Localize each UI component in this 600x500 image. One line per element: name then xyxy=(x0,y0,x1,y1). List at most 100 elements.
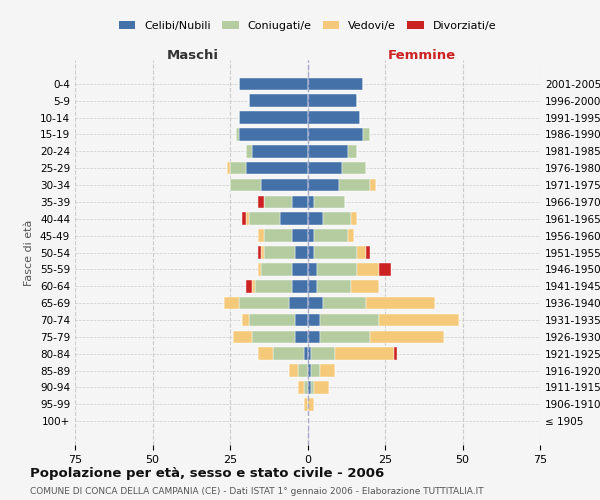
Bar xyxy=(224,297,239,310)
Bar xyxy=(298,364,308,377)
Bar xyxy=(308,398,314,410)
Bar xyxy=(311,348,335,360)
Bar xyxy=(308,111,360,124)
Bar xyxy=(239,297,289,310)
Bar xyxy=(308,78,364,90)
Bar xyxy=(227,162,230,174)
Bar xyxy=(242,212,245,225)
Bar xyxy=(311,364,320,377)
Bar xyxy=(292,280,308,292)
Bar xyxy=(258,246,261,259)
Text: Maschi: Maschi xyxy=(167,49,219,62)
Text: COMUNE DI CONCA DELLA CAMPANIA (CE) - Dati ISTAT 1° gennaio 2006 - Elaborazione : COMUNE DI CONCA DELLA CAMPANIA (CE) - Da… xyxy=(30,488,484,496)
Bar xyxy=(245,145,252,158)
Bar xyxy=(258,263,261,276)
Bar xyxy=(239,128,308,141)
Bar xyxy=(314,246,357,259)
Y-axis label: Fasce di età: Fasce di età xyxy=(25,220,34,286)
Bar xyxy=(252,330,295,343)
Bar xyxy=(274,348,304,360)
Bar xyxy=(367,297,434,310)
Bar xyxy=(264,230,292,242)
Bar xyxy=(317,263,357,276)
Bar xyxy=(308,330,320,343)
Bar xyxy=(317,280,351,292)
Bar xyxy=(261,178,308,192)
Bar xyxy=(338,178,370,192)
Bar xyxy=(261,246,264,259)
Bar xyxy=(314,196,344,208)
Bar xyxy=(308,230,314,242)
Bar xyxy=(289,364,298,377)
Bar xyxy=(341,162,367,174)
Bar xyxy=(233,330,252,343)
Bar xyxy=(308,145,348,158)
Bar xyxy=(255,280,292,292)
Bar xyxy=(351,212,357,225)
Bar xyxy=(308,196,314,208)
Bar xyxy=(348,230,354,242)
Bar xyxy=(258,348,274,360)
Bar xyxy=(248,314,295,326)
Bar xyxy=(370,178,376,192)
Bar xyxy=(295,246,308,259)
Bar xyxy=(258,230,264,242)
Bar xyxy=(370,330,444,343)
Bar xyxy=(239,78,308,90)
Bar xyxy=(245,280,252,292)
Bar xyxy=(351,280,379,292)
Bar xyxy=(264,196,292,208)
Bar xyxy=(308,364,311,377)
Bar xyxy=(320,330,370,343)
Bar xyxy=(230,162,245,174)
Bar xyxy=(261,263,292,276)
Bar xyxy=(308,246,314,259)
Bar xyxy=(245,212,248,225)
Bar xyxy=(311,381,314,394)
Legend: Celibi/Nubili, Coniugati/e, Vedovi/e, Divorziati/e: Celibi/Nubili, Coniugati/e, Vedovi/e, Di… xyxy=(113,16,502,36)
Bar xyxy=(248,212,280,225)
Text: Popolazione per età, sesso e stato civile - 2006: Popolazione per età, sesso e stato civil… xyxy=(30,468,384,480)
Bar xyxy=(320,314,379,326)
Bar xyxy=(292,230,308,242)
Bar xyxy=(304,348,308,360)
Bar xyxy=(304,381,308,394)
Bar xyxy=(264,246,295,259)
Bar xyxy=(298,381,304,394)
Bar xyxy=(320,364,335,377)
Bar xyxy=(308,348,311,360)
Bar xyxy=(295,314,308,326)
Bar xyxy=(308,314,320,326)
Bar xyxy=(335,348,394,360)
Bar xyxy=(304,398,308,410)
Bar xyxy=(239,111,308,124)
Bar xyxy=(379,263,391,276)
Bar xyxy=(308,263,317,276)
Bar xyxy=(292,263,308,276)
Bar xyxy=(308,94,357,107)
Bar xyxy=(323,297,367,310)
Bar xyxy=(308,381,311,394)
Bar xyxy=(308,178,338,192)
Bar xyxy=(323,212,351,225)
Bar xyxy=(242,314,248,326)
Bar xyxy=(252,280,255,292)
Bar xyxy=(367,246,370,259)
Bar xyxy=(295,330,308,343)
Bar xyxy=(357,246,367,259)
Bar xyxy=(379,314,460,326)
Bar xyxy=(308,162,341,174)
Bar xyxy=(280,212,308,225)
Bar xyxy=(357,263,379,276)
Bar xyxy=(308,128,364,141)
Bar xyxy=(258,196,264,208)
Text: Femmine: Femmine xyxy=(388,49,456,62)
Bar xyxy=(292,196,308,208)
Bar xyxy=(230,178,261,192)
Bar xyxy=(308,280,317,292)
Bar xyxy=(245,162,308,174)
Bar xyxy=(348,145,357,158)
Bar xyxy=(308,297,323,310)
Bar xyxy=(236,128,239,141)
Bar xyxy=(248,94,308,107)
